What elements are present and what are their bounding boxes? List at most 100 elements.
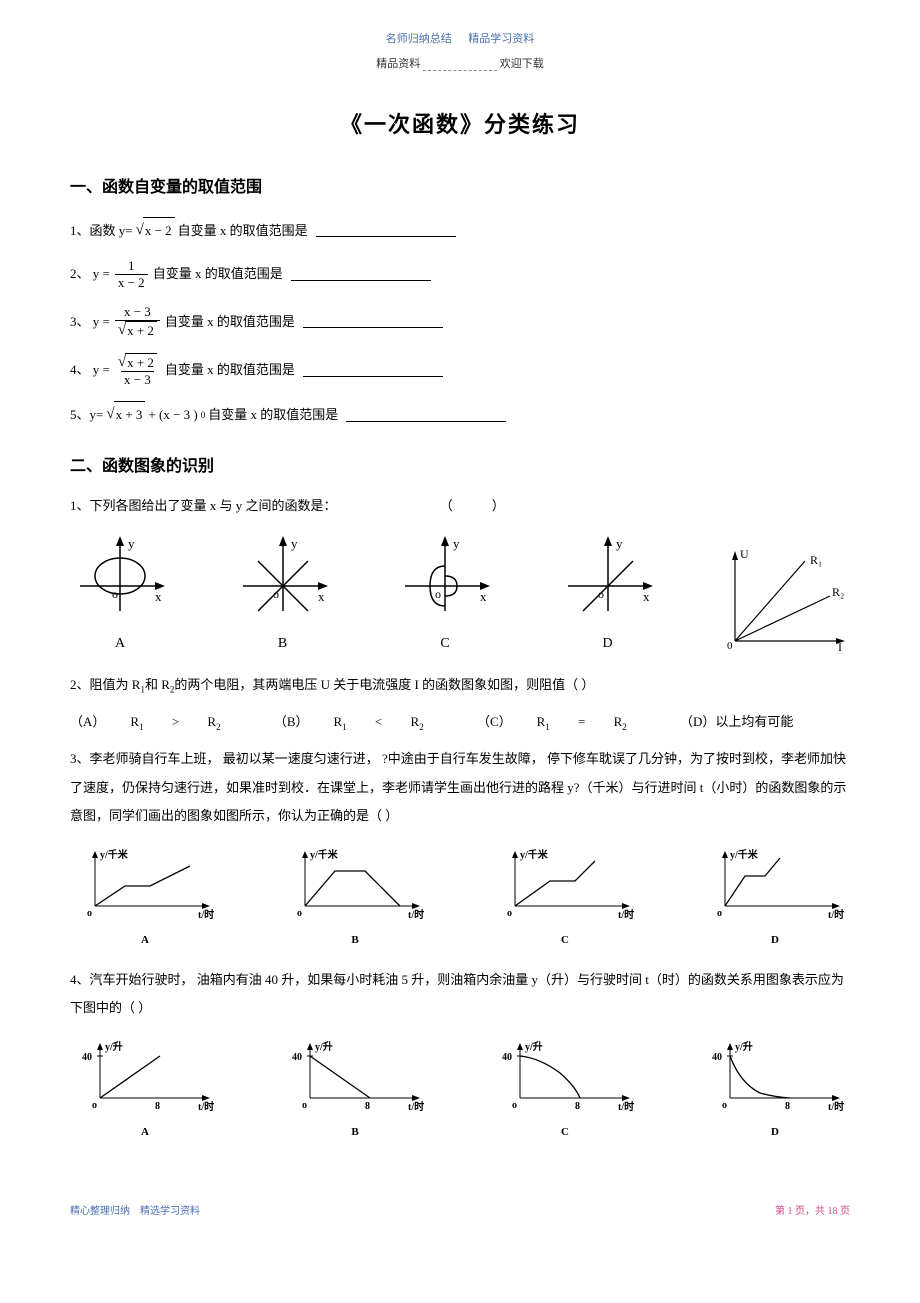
svg-text:o: o <box>435 587 441 601</box>
q1-suffix: 自变量 x 的取值范围是 <box>178 219 308 242</box>
question-1-5: 5、y= √x + 3 + (x − 3 )0 自变量 x 的取值范围是 <box>70 401 850 428</box>
svg-text:t/时: t/时 <box>618 1100 634 1113</box>
svg-text:x: x <box>155 589 162 604</box>
dt-graph-d: y/千米 t/时 o D <box>700 846 850 951</box>
q3-prefix: 3、 y = <box>70 310 110 333</box>
header-text-1: 名师归纳总结 <box>386 33 452 45</box>
option-a: （A）R1 > R2 <box>70 714 246 729</box>
line-chart-icon: 40 8 y/升 t/时 o <box>490 1038 640 1118</box>
distance-time-graphs: y/千米 t/时 o A y/千米 t/时 o B y/千米 t/时 o <box>70 846 850 951</box>
line-chart-icon: 40 8 y/升 t/时 o <box>280 1038 430 1118</box>
svg-text:8: 8 <box>575 1101 580 1112</box>
svg-text:8: 8 <box>785 1101 790 1112</box>
svg-text:o: o <box>302 1100 307 1111</box>
line-chart-icon: y/千米 t/时 o <box>280 846 430 926</box>
label-c: C <box>490 1123 640 1143</box>
coord-graph-icon: o x y <box>558 536 658 626</box>
options-2-2: （A）R1 > R2 （B）R1 < R2 （C）R1 = R2 （D）以上均有… <box>70 710 850 735</box>
svg-text:y/千米: y/千米 <box>310 848 339 861</box>
svg-text:t/时: t/时 <box>828 1100 844 1113</box>
svg-text:o: o <box>507 908 512 919</box>
graph-d: o x y D <box>558 536 658 656</box>
dt-graph-c: y/千米 t/时 o C <box>490 846 640 951</box>
svg-text:y/升: y/升 <box>525 1040 543 1053</box>
section-1-title: 一、函数自变量的取值范围 <box>70 174 850 203</box>
sub-text-2: 欢迎下载 <box>500 58 544 70</box>
svg-text:8: 8 <box>365 1101 370 1112</box>
dt-graph-b: y/千米 t/时 o B <box>280 846 430 951</box>
q4-suffix: 自变量 x 的取值范围是 <box>165 358 295 381</box>
svg-text:y/升: y/升 <box>315 1040 333 1053</box>
sqrt-expr: √x − 2 <box>136 217 175 244</box>
page-footer: 精心整理归纳 精选学习资料 第 1 页，共 18 页 <box>70 1203 850 1221</box>
option-c: （C）R1 = R2 <box>477 714 652 729</box>
label-b: B <box>280 1123 430 1143</box>
svg-text:o: o <box>598 587 604 601</box>
question-2-1: 1、下列各图给出了变量 x 与 y 之间的函数是： （ ） <box>70 492 850 521</box>
q5-suffix: 自变量 x 的取值范围是 <box>208 403 338 426</box>
label-a: A <box>70 631 170 656</box>
fraction: x − 3 √x + 2 <box>115 304 160 339</box>
line-chart-icon: y/千米 t/时 o <box>70 846 220 926</box>
oil-graph-a: 40 8 y/升 t/时 o A <box>70 1038 220 1143</box>
oil-graph-b: 40 8 y/升 t/时 o B <box>280 1038 430 1143</box>
top-header: 名师归纳总结 精品学习资料 <box>70 30 850 50</box>
line-chart-icon: y/千米 t/时 o <box>700 846 850 926</box>
svg-text:y/升: y/升 <box>105 1040 123 1053</box>
question-1-3: 3、 y = x − 3 √x + 2 自变量 x 的取值范围是 <box>70 304 850 339</box>
svg-text:y: y <box>291 536 298 551</box>
oil-graph-d: 40 8 y/升 t/时 o D <box>700 1038 850 1143</box>
svg-text:8: 8 <box>155 1101 160 1112</box>
svg-text:U: U <box>740 547 749 561</box>
superscript: 0 <box>201 407 206 423</box>
main-title: 《一次函数》分类练习 <box>70 105 850 145</box>
svg-text:t/时: t/时 <box>408 908 424 921</box>
svg-text:t/时: t/时 <box>198 1100 214 1113</box>
svg-text:x: x <box>318 589 325 604</box>
svg-text:I: I <box>838 640 842 654</box>
svg-text:R₁: R₁ <box>810 553 822 567</box>
sub-text-1: 精品资料 <box>376 58 420 70</box>
svg-text:40: 40 <box>502 1052 512 1063</box>
svg-text:y: y <box>616 536 623 551</box>
fraction: 1 x − 2 <box>115 258 148 290</box>
oil-graphs: 40 8 y/升 t/时 o A 40 8 y/升 t/时 o B <box>70 1038 850 1143</box>
option-b: （B）R1 < R2 <box>274 714 449 729</box>
svg-text:o: o <box>722 1100 727 1111</box>
svg-text:o: o <box>297 908 302 919</box>
svg-text:o: o <box>112 587 118 601</box>
label-a: A <box>70 1123 220 1143</box>
dt-graph-a: y/千米 t/时 o A <box>70 846 220 951</box>
svg-text:y/千米: y/千米 <box>520 848 549 861</box>
question-2-3: 3、李老师骑自行车上班， 最初以某一速度匀速行进， ?中途由于自行车发生故障， … <box>70 745 850 831</box>
svg-text:t/时: t/时 <box>198 908 214 921</box>
question-2-4: 4、汽车开始行驶时， 油箱内有油 40 升，如果每小时耗油 5 升，则油箱内余油… <box>70 966 850 1023</box>
label-d: D <box>558 631 658 656</box>
question-1-1: 1、函数 y= √x − 2 自变量 x 的取值范围是 <box>70 217 850 244</box>
svg-text:o: o <box>92 1100 97 1111</box>
label-d: D <box>700 1123 850 1143</box>
svg-text:y/千米: y/千米 <box>730 848 759 861</box>
label-c: C <box>490 931 640 951</box>
question-1-2: 2、 y = 1 x − 2 自变量 x 的取值范围是 <box>70 258 850 290</box>
label-b: B <box>233 631 333 656</box>
q5-prefix: 5、y= <box>70 403 103 426</box>
svg-text:t/时: t/时 <box>828 908 844 921</box>
q2-prefix: 2、 y = <box>70 262 110 285</box>
svg-text:t/时: t/时 <box>408 1100 424 1113</box>
svg-text:0: 0 <box>727 640 733 652</box>
q2-suffix: 自变量 x 的取值范围是 <box>153 262 283 285</box>
svg-text:o: o <box>717 908 722 919</box>
option-d: （D）以上均有可能 <box>680 714 793 729</box>
function-graphs-row: o x y A o x y B o x y <box>70 536 850 656</box>
coord-graph-icon: o x y <box>70 536 170 626</box>
q3-suffix: 自变量 x 的取值范围是 <box>165 310 295 333</box>
section-2-title: 二、函数图象的识别 <box>70 453 850 482</box>
ui-resistance-graph: U I 0 R₁ R₂ <box>720 546 850 656</box>
q4-prefix: 4、 y = <box>70 358 110 381</box>
label-c: C <box>395 631 495 656</box>
fraction: √x + 2 x − 3 <box>115 353 160 388</box>
coord-graph-icon: o x y <box>233 536 333 626</box>
resistance-graph-icon: U I 0 R₁ R₂ <box>720 546 850 656</box>
svg-text:x: x <box>643 589 650 604</box>
